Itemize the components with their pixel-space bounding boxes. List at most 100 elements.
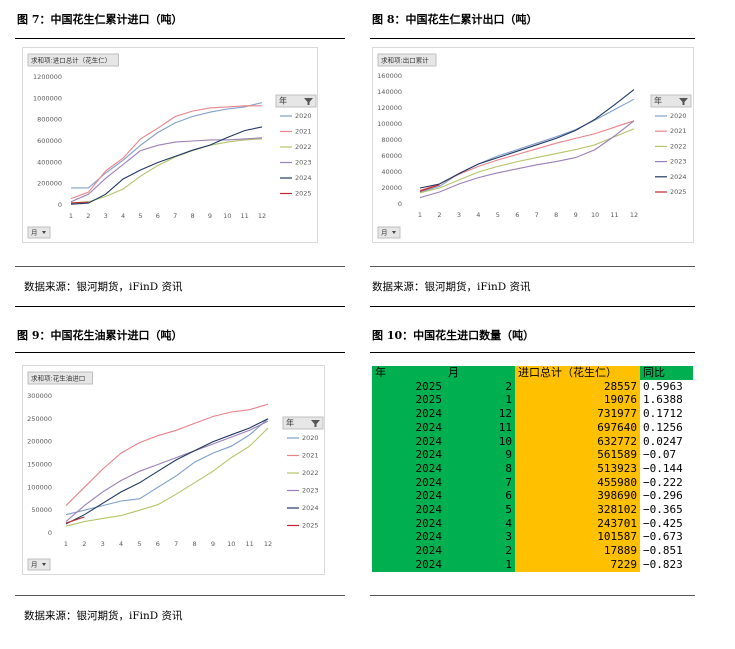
- series-line: [65, 403, 269, 506]
- y-tick-label: 0: [58, 201, 62, 209]
- table-cell: 243701: [515, 516, 640, 531]
- y-tick-label: 1200000: [33, 73, 62, 81]
- table-cell: −0.222: [640, 475, 693, 490]
- table-cell: −0.425: [640, 516, 693, 531]
- caption: 图 9：中国花生油累计进口（吨）: [17, 329, 183, 342]
- table-cell: −0.673: [640, 530, 693, 545]
- x-tick-label: 8: [192, 540, 196, 548]
- table-cell: 561589: [515, 448, 640, 462]
- legend-label: 2021: [302, 452, 319, 460]
- table-row: 2024 3 101587 −0.673: [372, 530, 693, 545]
- x-tick-label: 10: [227, 540, 235, 548]
- rule: [370, 352, 695, 353]
- table-cell: 1: [445, 557, 515, 572]
- series-line: [65, 420, 269, 523]
- table-cell: 进口总计（花生仁）: [515, 366, 640, 380]
- table-cell: 2: [445, 544, 515, 558]
- rule: [15, 595, 345, 596]
- table-cell: −0.07: [640, 448, 693, 462]
- table-cell: 2024: [372, 461, 445, 476]
- legend-label: 2022: [302, 469, 319, 477]
- table-cell: 2: [445, 379, 515, 394]
- x-tick-label: 12: [258, 212, 266, 220]
- table-cell: 1.6388: [640, 393, 693, 408]
- y-tick-label: 160000: [377, 72, 402, 80]
- series-line: [419, 128, 635, 194]
- x-tick-label: 9: [574, 211, 578, 219]
- table-cell: 7: [445, 475, 515, 490]
- field-button: [377, 53, 437, 67]
- x-tick-label: 3: [101, 540, 105, 548]
- table-cell: 101587: [515, 530, 640, 545]
- filter-label: 月: [31, 561, 38, 569]
- table-cell: 8: [445, 461, 515, 476]
- table-cell: 398690: [515, 489, 640, 504]
- filter-button[interactable]: [377, 226, 401, 239]
- y-tick-label: 40000: [381, 168, 402, 176]
- legend-filter: [679, 98, 688, 105]
- series-line: [419, 89, 635, 189]
- table-cell: 632772: [515, 434, 640, 449]
- table-row: 2025 1 19076 1.6388: [372, 393, 693, 408]
- table-cell: 2024: [372, 407, 445, 421]
- y-tick-label: 600000: [37, 137, 62, 145]
- table-cell: 17889: [515, 544, 640, 558]
- filter-button[interactable]: [27, 558, 51, 571]
- filter-button[interactable]: [27, 226, 51, 239]
- table-cell: 2024: [372, 516, 445, 531]
- x-tick-label: 7: [535, 211, 539, 219]
- legend-label: 2020: [302, 434, 319, 442]
- table-cell: 731977: [515, 407, 640, 421]
- x-tick-label: 9: [211, 540, 215, 548]
- y-tick-label: 60000: [381, 152, 402, 160]
- x-tick-label: 4: [476, 211, 480, 219]
- table-cell: −0.296: [640, 489, 693, 504]
- x-tick-label: 1: [69, 212, 73, 220]
- x-tick-label: 3: [457, 211, 461, 219]
- filter-arrow: [42, 231, 46, 234]
- x-tick-label: 8: [190, 212, 194, 220]
- table-cell: −0.851: [640, 544, 693, 558]
- table-row: 2025 2 28557 0.5963: [372, 379, 693, 394]
- x-tick-label: 11: [610, 211, 618, 219]
- y-tick-label: 300000: [27, 392, 52, 400]
- x-tick-label: 5: [137, 540, 141, 548]
- table-cell: 5: [445, 503, 515, 517]
- legend-label: 2020: [670, 112, 687, 120]
- table-row: 2024 5 328102 −0.365: [372, 503, 693, 517]
- table-cell: −0.823: [640, 557, 693, 572]
- rule: [370, 266, 695, 267]
- legend-label: 2025: [302, 522, 319, 530]
- table-cell: 6: [445, 489, 515, 504]
- x-tick-label: 3: [104, 212, 108, 220]
- caption: 图 7：中国花生仁累计进口（吨）: [17, 13, 183, 26]
- x-tick-label: 12: [264, 540, 272, 548]
- filter-label: 月: [381, 229, 388, 237]
- series-line: [65, 516, 85, 524]
- y-tick-label: 50000: [31, 506, 52, 514]
- table-cell: −0.365: [640, 503, 693, 517]
- series-line: [70, 105, 262, 200]
- legend-label: 2022: [295, 143, 312, 151]
- table-cell: 0.0247: [640, 434, 693, 449]
- table-cell: 0.1712: [640, 407, 693, 421]
- table-cell: 12: [445, 407, 515, 421]
- field-button: [27, 371, 93, 385]
- x-tick-label: 7: [173, 212, 177, 220]
- table-cell: 697640: [515, 420, 640, 435]
- x-tick-label: 10: [223, 212, 231, 220]
- y-tick-label: 250000: [27, 415, 52, 423]
- table-cell: 2025: [372, 379, 445, 394]
- table-row: 2024 6 398690 −0.296: [372, 489, 693, 504]
- table-cell: 2025: [372, 393, 445, 408]
- chart-border: [372, 47, 694, 243]
- chart: 求和项:进口总计（花生仁） 月 0 200000 400000 600000 800000 1…: [22, 47, 318, 243]
- legend-label: 2021: [295, 128, 312, 136]
- y-tick-label: 0: [398, 200, 402, 208]
- source: 数据来源：银河期货，iFinD 资讯: [24, 281, 183, 293]
- table-cell: 2024: [372, 544, 445, 558]
- x-tick-label: 5: [496, 211, 500, 219]
- y-tick-label: 200000: [27, 438, 52, 446]
